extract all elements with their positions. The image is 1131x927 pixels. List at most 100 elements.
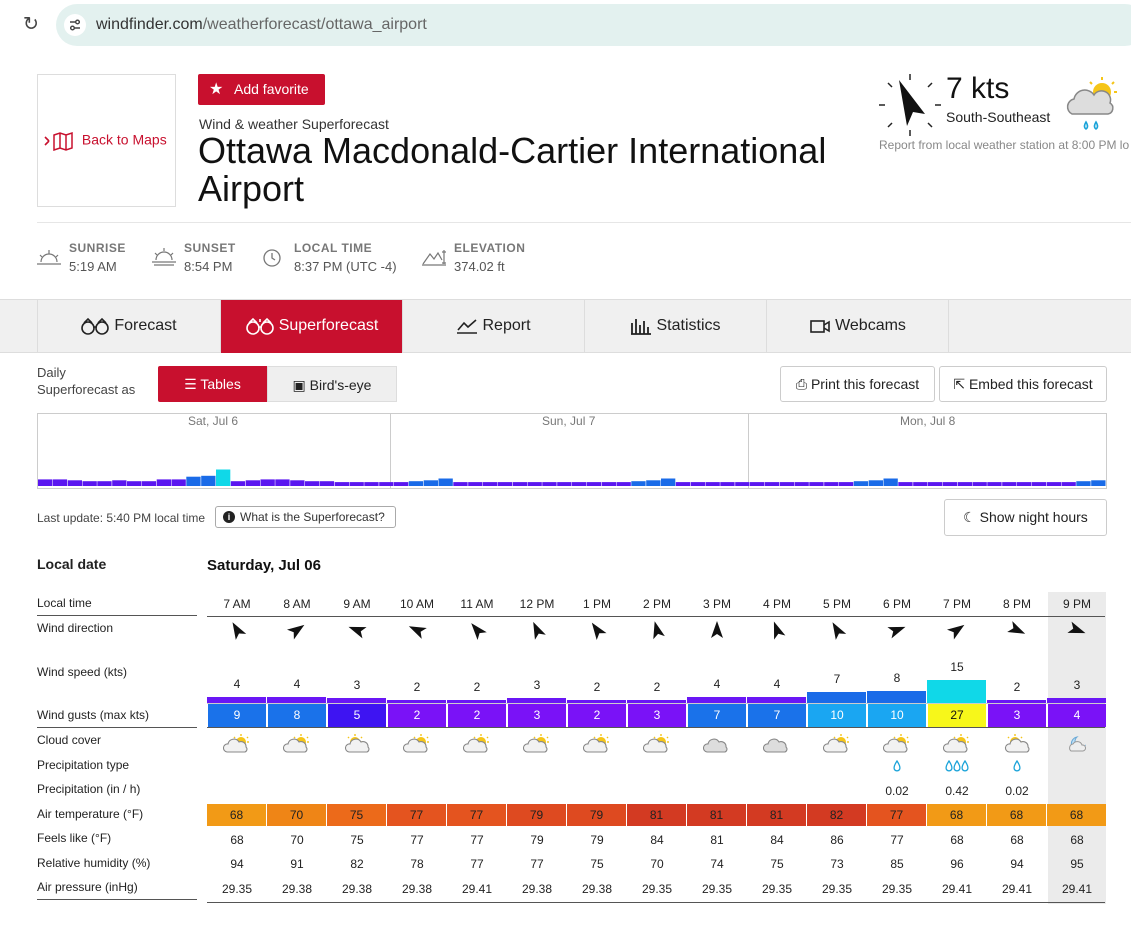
wind-speed-value: 3 <box>353 678 361 692</box>
overview-bar <box>824 482 839 486</box>
overview-bar <box>334 482 349 486</box>
address-bar[interactable]: windfinder.com/weatherforecast/ottawa_ai… <box>56 4 1131 46</box>
overview-bar <box>230 481 246 486</box>
feels-like-value: 68 <box>230 833 244 847</box>
grid-divider <box>207 703 1105 704</box>
wind-direction-arrow-icon <box>747 619 807 643</box>
elevation-value: 374.02 ft <box>454 259 505 274</box>
cloud-cover-icon <box>507 734 567 757</box>
back-to-maps-link[interactable]: Back to Maps <box>44 131 167 152</box>
wind-direction-arrow-icon <box>327 619 387 643</box>
air-pressure-value: 29.35 <box>701 882 733 896</box>
wind-gust-value: 9 <box>208 704 266 727</box>
hour-label: 5 PM <box>822 597 851 611</box>
precipitation-value: 0.02 <box>1005 784 1029 798</box>
wind-speed-value: 2 <box>1013 680 1021 694</box>
sunset-icon <box>152 248 176 266</box>
hour-label: 12 PM <box>519 597 555 611</box>
wind-speed-bar <box>507 698 566 703</box>
overview-bar <box>260 479 275 486</box>
tab-superforecast[interactable]: Superforecast <box>220 300 402 353</box>
air-temperature-value: 81 <box>747 804 806 826</box>
wind-direction-arrow-icon <box>867 619 927 643</box>
tab-webcams-label: Webcams <box>835 317 906 334</box>
overview-bar <box>542 482 557 486</box>
hour-label: 9 AM <box>343 597 371 611</box>
wind-speed-value: 4 <box>293 677 301 691</box>
tab-statistics[interactable]: Statistics <box>584 300 766 353</box>
overview-bars <box>38 469 1106 486</box>
wind-speed-bar <box>387 700 446 703</box>
local-date-label: Local date <box>37 556 107 572</box>
what-is-superforecast-button[interactable]: i What is the Superforecast? <box>215 506 396 528</box>
hour-label: 7 PM <box>942 597 971 611</box>
air-temperature-value: 79 <box>507 804 566 826</box>
feels-like-value: 79 <box>590 833 604 847</box>
add-favorite-button[interactable]: ★ Add favorite <box>198 74 325 105</box>
air-temperature-value: 68 <box>1047 804 1106 826</box>
wind-speed-bar <box>807 692 866 703</box>
sunset-value: 8:54 PM <box>184 259 233 274</box>
feels-like-value: 84 <box>650 833 664 847</box>
humidity-value: 73 <box>830 857 844 871</box>
air-temperature-value: 82 <box>807 804 866 826</box>
hour-label: 7 AM <box>223 597 251 611</box>
wind-speed-bar <box>687 697 746 703</box>
binoculars-icon <box>245 317 274 335</box>
reload-icon[interactable]: ↻ <box>23 14 39 35</box>
overview-bar <box>364 482 379 486</box>
tab-forecast[interactable]: Forecast <box>37 300 219 353</box>
camera-icon <box>810 319 830 333</box>
embed-button[interactable]: ⇱ Embed this forecast <box>939 366 1107 402</box>
overview-bar <box>735 482 750 486</box>
star-icon: ★ <box>209 81 224 98</box>
feels-like-value: 84 <box>770 833 784 847</box>
overview-bar <box>127 481 142 486</box>
tables-view-button[interactable]: ☰ Tables <box>158 366 267 402</box>
overview-bar <box>82 481 97 486</box>
overview-bar <box>853 481 869 486</box>
air-temperature-value: 70 <box>267 804 326 826</box>
overview-bar <box>319 481 335 486</box>
current-wind-direction: South-Southeast <box>946 109 1051 125</box>
back-to-maps-card[interactable]: Back to Maps <box>37 74 176 207</box>
feels-like-value: 77 <box>890 833 904 847</box>
humidity-value: 70 <box>650 857 664 871</box>
show-night-hours-button[interactable]: ☾ Show night hours <box>944 499 1107 536</box>
overview-bar <box>1046 482 1061 486</box>
cloud-cover-icon <box>447 734 507 757</box>
site-settings-icon[interactable] <box>64 14 86 36</box>
cloud-cover-icon <box>927 734 987 757</box>
birdseye-view-button[interactable]: ▣ Bird's-eye <box>267 366 397 402</box>
row-label-wind-direction: Wind direction <box>37 621 114 635</box>
divider <box>37 222 1131 223</box>
humidity-value: 95 <box>1070 857 1084 871</box>
overview-bar <box>809 482 824 486</box>
rain-drop-icon <box>987 759 1047 775</box>
row-label-cloud-cover: Cloud cover <box>37 733 102 747</box>
overview-bar <box>245 480 260 486</box>
tab-webcams[interactable]: Webcams <box>766 300 948 353</box>
air-pressure-value: 29.41 <box>1001 882 1033 896</box>
wind-direction-arrow-icon <box>807 619 867 643</box>
overview-bar <box>690 482 705 486</box>
last-update-text: Last update: 5:40 PM local time <box>37 511 206 525</box>
precipitation-value: 0.42 <box>945 784 969 798</box>
superforecast-overview[interactable]: Sat, Jul 6 Sun, Jul 7 Mon, Jul 8 <box>37 413 1107 489</box>
humidity-value: 77 <box>530 857 544 871</box>
embed-icon: ⇱ <box>953 376 966 392</box>
local-time-label: LOCAL TIME <box>294 241 373 255</box>
wind-direction-arrow-icon <box>627 619 687 643</box>
row-label-feels-like: Feels like (°F) <box>37 831 112 845</box>
row-label-wind-speed: Wind speed (kts) <box>37 665 128 679</box>
tab-report[interactable]: Report <box>402 300 584 353</box>
air-pressure-value: 29.35 <box>881 882 913 896</box>
wind-speed-bar <box>1047 698 1106 703</box>
tab-empty <box>948 300 1131 353</box>
overview-bar <box>1017 482 1032 486</box>
forecast-date: Saturday, Jul 06 <box>207 557 321 574</box>
browser-bar: ↻ windfinder.com/weatherforecast/ottawa_… <box>0 0 1131 52</box>
wind-direction-arrow-icon <box>927 619 987 643</box>
print-button[interactable]: ⎙ Print this forecast <box>780 366 935 402</box>
humidity-value: 75 <box>770 857 784 871</box>
